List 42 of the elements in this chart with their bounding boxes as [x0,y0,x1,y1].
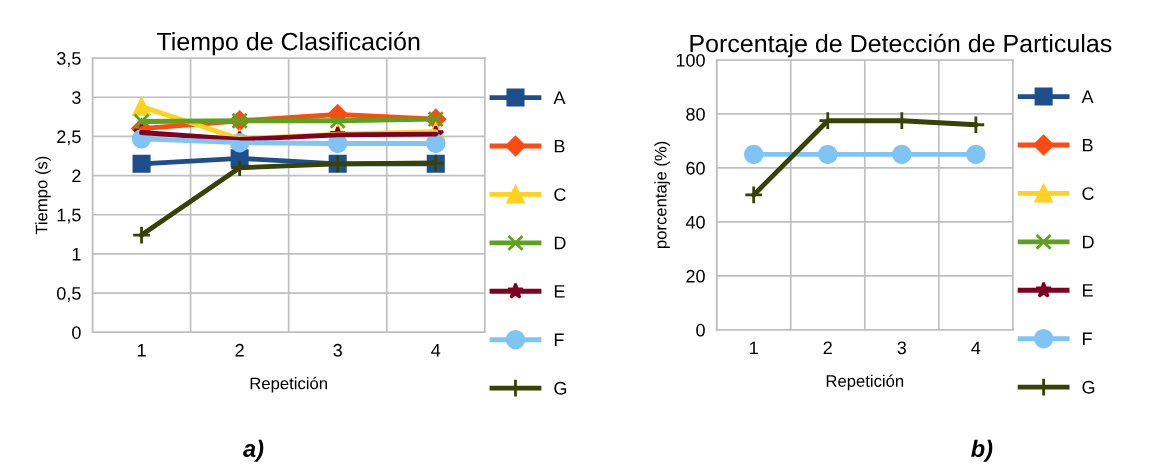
x-tick-label: 4 [431,344,441,357]
legend-label: D [1083,235,1094,249]
legend-label: F [1083,332,1092,346]
y-tick-label: 1 [72,248,81,261]
y-tick-label: 2,5 [57,130,81,146]
y-tick-label: 3,5 [56,52,81,67]
y-axis-title: porcentaje (%) [654,141,670,249]
legend-label: A [1081,90,1094,103]
legend-label: C [1082,187,1094,200]
y-tick-label: 1,5 [57,208,81,224]
legend-label: B [554,139,565,153]
y-tick-label: 80 [686,107,705,121]
legend-label: E [1083,284,1093,297]
x-tick-label: 2 [235,343,244,357]
text: b) [971,439,993,462]
x-tick-label: 3 [333,343,342,357]
y-tick-label: 2 [72,169,81,183]
x-axis-title: Repetición [826,374,904,391]
y-tick-label: 0 [696,323,705,337]
legend-label: F [554,333,564,347]
x-tick-label: 3 [897,341,907,355]
legend-label: B [1083,138,1093,152]
legend-label: C [554,188,566,201]
legend-label: G [554,381,567,395]
legend-label: G [1082,380,1095,394]
y-tick-label: 3 [72,91,81,104]
y-tick-label: 40 [685,215,705,229]
y-axis-title: Tiempo (s) [35,156,51,235]
x-tick-label: 2 [823,341,832,355]
y-tick-label: 60 [686,161,705,175]
x-tick-label: 4 [971,341,981,355]
x-tick-label: 1 [750,341,758,355]
x-axis-title: Repetición [250,376,327,393]
y-tick-label: 0 [72,326,81,339]
x-tick-label: 1 [137,344,146,357]
legend-label: D [554,236,566,250]
y-tick-label: 20 [686,269,705,283]
legend-label: E [554,285,565,298]
text: a) [243,439,264,462]
chart-title: Tiempo de Clasificación [156,31,420,56]
legend-label: A [553,91,566,104]
y-tick-label: 0,5 [57,287,81,302]
